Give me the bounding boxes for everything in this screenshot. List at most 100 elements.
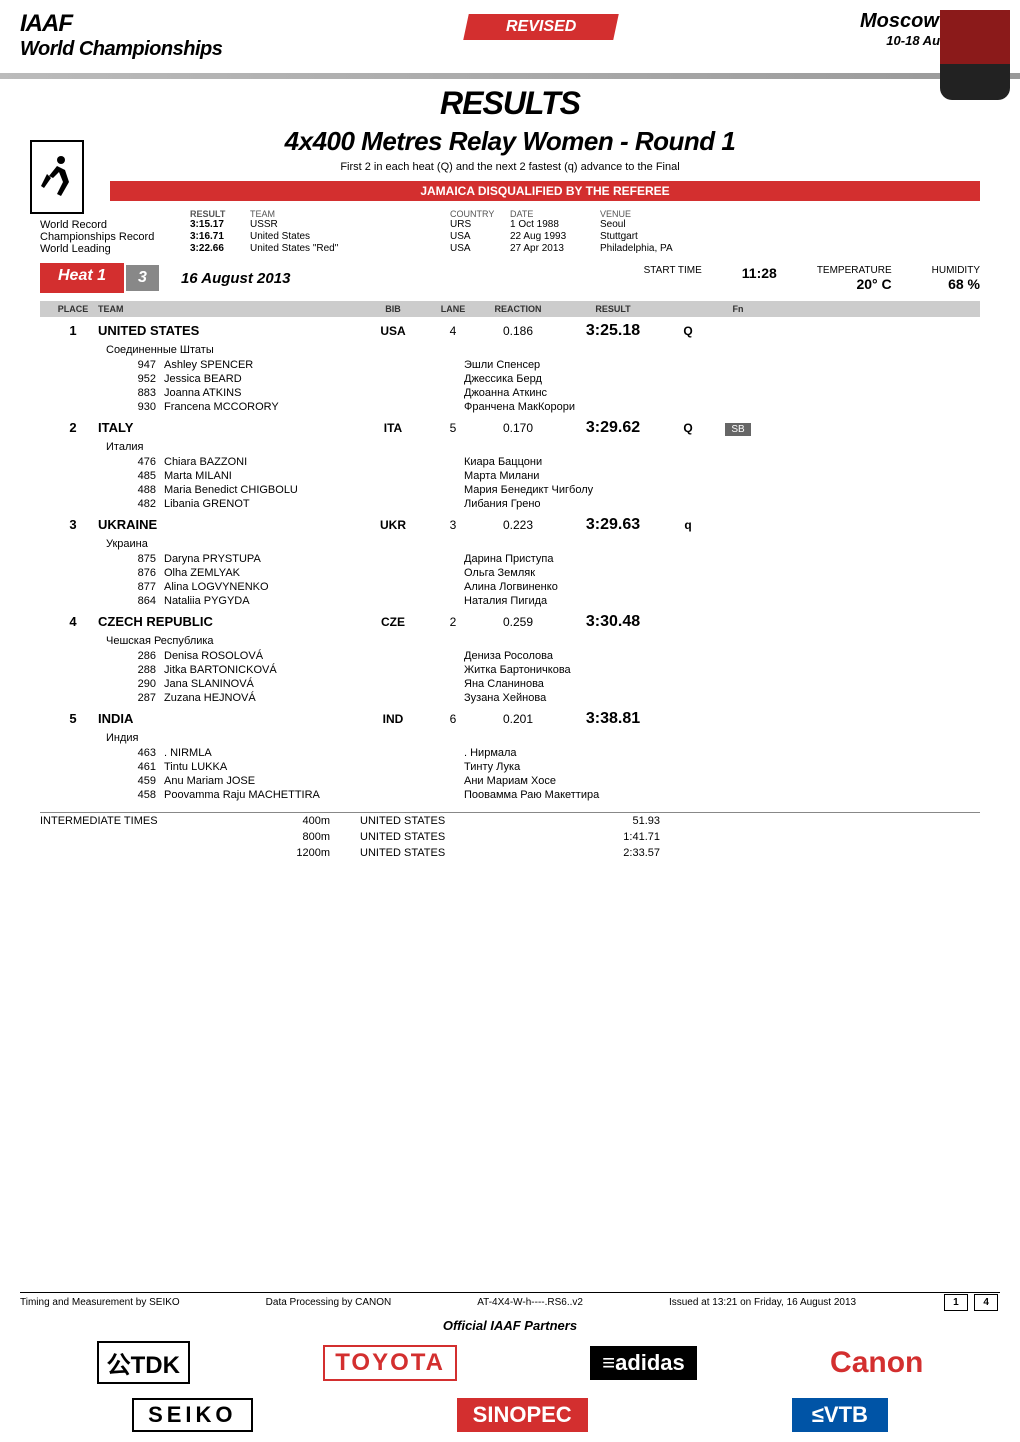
athlete-row: 463. NIRMLA. Нирмала <box>40 746 980 760</box>
record-label: Championships Record <box>40 231 190 243</box>
team-block: 5INDIAIND60.2013:38.81Индия463. NIRMLA. … <box>40 705 980 802</box>
athlete-bib: 288 <box>108 664 156 676</box>
intermediate-row: 800mUNITED STATES1:41.71 <box>40 829 980 845</box>
athlete-name: Olha ZEMLYAK <box>156 567 384 579</box>
team-name: CZECH REPUBLIC <box>98 614 358 629</box>
athlete-row: 288Jitka BARTONICKOVÁЖитка Бартоничкова <box>40 663 980 677</box>
record-row: World Record3:15.17USSRURS1 Oct 1988Seou… <box>40 219 980 231</box>
team-result: 3:30.48 <box>558 613 668 631</box>
team-lane: 5 <box>428 421 478 435</box>
team-block: 2ITALYITA50.1703:29.62QSBИталия476Chiara… <box>40 414 980 511</box>
heat-num: 3 <box>124 263 161 293</box>
intermediate-block: INTERMEDIATE TIMES400mUNITED STATES51.93… <box>40 812 980 861</box>
team-qual: Q <box>668 421 708 435</box>
team-code: ITA <box>358 421 428 435</box>
record-venue: Philadelphia, PA <box>600 243 980 255</box>
athlete-local: . Нирмала <box>384 747 972 759</box>
athlete-local: Поовамма Раю Макеттира <box>384 789 972 801</box>
partner-tdk: 公TDK <box>97 1341 190 1384</box>
athlete-row: 877Alina LOGVYNENKOАлина Логвиненко <box>40 580 980 594</box>
athlete-name: Libania GRENOT <box>156 498 384 510</box>
team-result: 3:29.62 <box>558 419 668 437</box>
athlete-local: Мария Бенедикт Чигболу <box>384 484 972 496</box>
record-result: 3:15.17 <box>190 219 250 231</box>
athlete-name: Zuzana HEJNOVÁ <box>156 692 384 704</box>
athlete-row: 461Tintu LUKKAТинту Лука <box>40 760 980 774</box>
team-local-name: Украина <box>40 538 980 552</box>
athlete-bib: 286 <box>108 650 156 662</box>
intermediate-dist: 400m <box>210 815 360 827</box>
team-code: UKR <box>358 518 428 532</box>
record-date: 27 Apr 2013 <box>510 243 600 255</box>
team-code: USA <box>358 324 428 338</box>
athlete-bib: 947 <box>108 359 156 371</box>
athlete-row: 287Zuzana HEJNOVÁЗузана Хейнова <box>40 691 980 705</box>
team-row: 1UNITED STATESUSA40.1863:25.18Q <box>40 318 980 344</box>
start-time-label: START TIME <box>644 265 702 276</box>
athlete-bib: 876 <box>108 567 156 579</box>
moscow-logo <box>940 10 1010 100</box>
team-row: 5INDIAIND60.2013:38.81 <box>40 706 980 732</box>
heat-label: Heat 1 <box>40 263 124 293</box>
issued-label: Issued at 13:21 on Friday, 16 August 201… <box>669 1297 856 1308</box>
revised-badge: REVISED <box>466 10 616 40</box>
conditions-block: START TIME 11:28 TEMPERATURE 20° C HUMID… <box>644 265 980 292</box>
athlete-local: Наталия Пигида <box>384 595 972 607</box>
record-desc: USSR <box>250 219 450 231</box>
team-lane: 3 <box>428 518 478 532</box>
athlete-name: Denisa ROSOLOVÁ <box>156 650 384 662</box>
athlete-name: Poovamma Raju MACHETTIRA <box>156 789 384 801</box>
event-title: 4x400 Metres Relay Women - Round 1 <box>0 126 1020 157</box>
athlete-local: Дениза Росолова <box>384 650 972 662</box>
partner-seiko: SEIKO <box>132 1398 252 1432</box>
team-row: 2ITALYITA50.1703:29.62QSB <box>40 415 980 441</box>
athlete-bib: 488 <box>108 484 156 496</box>
athlete-row: 876Olha ZEMLYAKОльга Земляк <box>40 566 980 580</box>
athlete-bib: 952 <box>108 373 156 385</box>
team-reaction: 0.259 <box>478 615 558 629</box>
record-label: World Record <box>40 219 190 231</box>
team-name: ITALY <box>98 420 358 435</box>
athlete-name: Maria Benedict CHIGBOLU <box>156 484 384 496</box>
team-local-name: Италия <box>40 441 980 455</box>
team-local-name: Соединенные Штаты <box>40 344 980 358</box>
athlete-row: 864Nataliia PYGYDAНаталия Пигида <box>40 594 980 608</box>
intermediate-dist: 1200m <box>210 847 360 859</box>
page-current: 1 <box>944 1294 968 1311</box>
record-result: 3:22.66 <box>190 243 250 255</box>
hdr-fn: Fn <box>708 304 768 314</box>
athlete-bib: 476 <box>108 456 156 468</box>
team-result: 3:29.63 <box>558 516 668 534</box>
hdr-result: RESULT <box>558 304 668 314</box>
dq-banner: JAMAICA DISQUALIFIED BY THE REFEREE <box>110 181 980 201</box>
records-header: RESULT TEAM COUNTRY DATE VENUE <box>40 209 980 219</box>
athlete-local: Дарина Приступа <box>384 553 972 565</box>
athlete-bib: 875 <box>108 553 156 565</box>
athlete-bib: 864 <box>108 595 156 607</box>
intermediate-row: 1200mUNITED STATES2:33.57 <box>40 845 980 861</box>
page-footer: Timing and Measurement by SEIKO Data Pro… <box>0 1292 1020 1442</box>
partners-row-1: 公TDK TOYOTA ≡adidas Canon <box>0 1337 1020 1394</box>
record-desc: United States <box>250 231 450 243</box>
record-date: 1 Oct 1988 <box>510 219 600 231</box>
athlete-local: Киара Баццони <box>384 456 972 468</box>
records-block: RESULT TEAM COUNTRY DATE VENUE World Rec… <box>40 209 980 255</box>
partner-adidas: ≡adidas <box>590 1346 697 1380</box>
record-date: 22 Aug 1993 <box>510 231 600 243</box>
athlete-bib: 485 <box>108 470 156 482</box>
heat-date: 16 August 2013 <box>181 270 291 287</box>
running-icon <box>30 140 84 214</box>
team-lane: 6 <box>428 712 478 726</box>
partners-label: Official IAAF Partners <box>0 1318 1020 1333</box>
org-name: IAAF <box>20 10 222 38</box>
col-venue-label: VENUE <box>600 209 980 219</box>
athlete-row: 485Marta MILANIМарта Милани <box>40 469 980 483</box>
col-result-label: RESULT <box>190 209 250 219</box>
athlete-row: 930Francena MCCORORYФранчена МакКорори <box>40 400 980 414</box>
athlete-bib: 458 <box>108 789 156 801</box>
intermediate-time: 2:33.57 <box>560 847 660 859</box>
athlete-row: 458Poovamma Raju MACHETTIRAПоовамма Раю … <box>40 788 980 802</box>
page-header: IAAF World Championships REVISED Moscow … <box>0 0 1020 61</box>
team-code: CZE <box>358 615 428 629</box>
record-label: World Leading <box>40 243 190 255</box>
